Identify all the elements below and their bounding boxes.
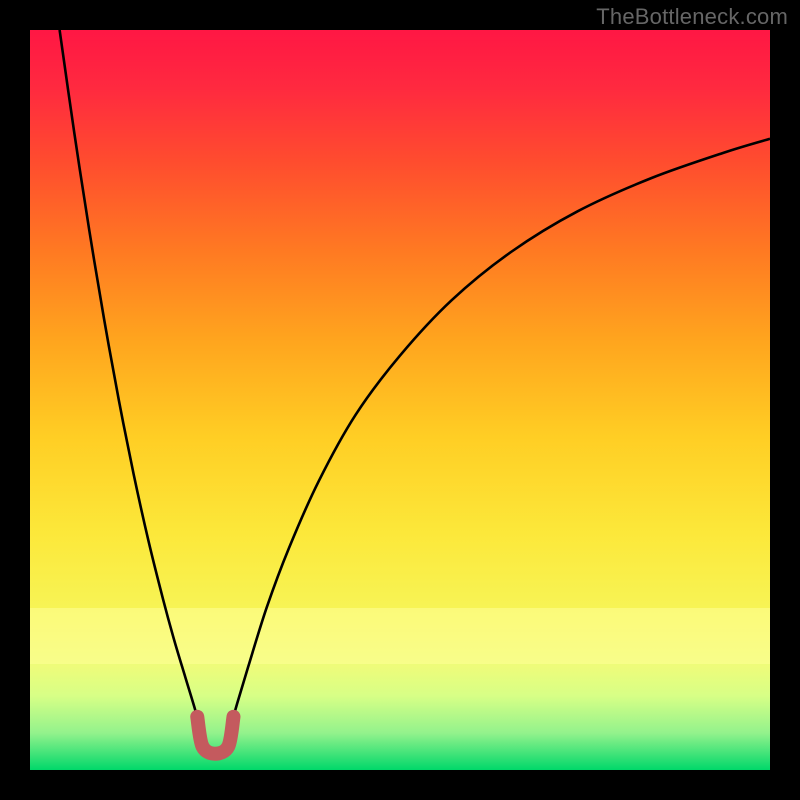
highlight-band — [30, 608, 770, 664]
watermark-text: TheBottleneck.com — [596, 4, 788, 30]
chart-container: TheBottleneck.com — [0, 0, 800, 800]
plot-area — [30, 30, 770, 770]
bottleneck-chart — [0, 0, 800, 800]
